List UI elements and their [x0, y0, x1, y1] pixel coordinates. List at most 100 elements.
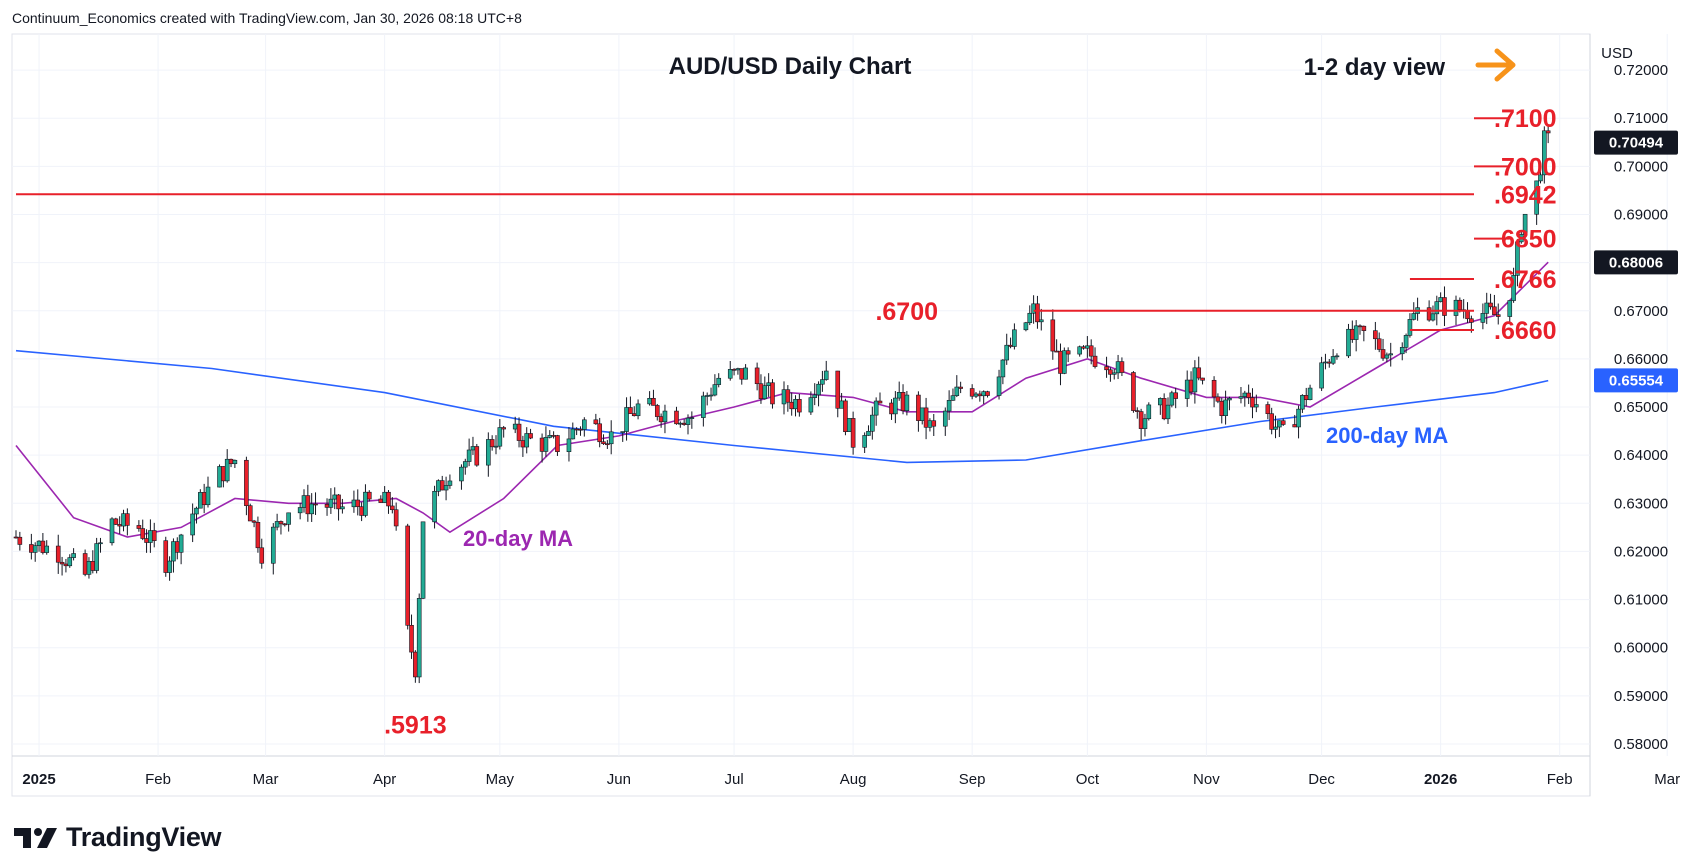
- candle-body: [278, 521, 284, 525]
- candle-body: [1054, 350, 1059, 353]
- candle-body: [1138, 411, 1144, 429]
- candle: [1319, 356, 1324, 391]
- candle-body: [973, 393, 979, 397]
- candle-body: [163, 540, 169, 573]
- candle-body: [382, 491, 387, 503]
- candle: [1058, 343, 1063, 386]
- candle-body: [136, 525, 142, 529]
- candle-body: [704, 395, 710, 397]
- candle: [647, 391, 652, 406]
- candle-body: [117, 524, 122, 527]
- candle: [946, 390, 952, 421]
- candle: [716, 373, 722, 388]
- candle-body: [1511, 275, 1516, 301]
- candle-body: [1495, 314, 1501, 317]
- candle: [366, 490, 372, 502]
- ma200-label: 200-day MA: [1326, 423, 1448, 448]
- candle: [282, 523, 288, 527]
- candle: [151, 522, 157, 548]
- candle: [1296, 405, 1301, 439]
- candle: [1008, 337, 1013, 349]
- candle: [98, 537, 103, 553]
- candle-body: [405, 525, 410, 626]
- candle: [916, 391, 921, 432]
- candle-body: [624, 407, 629, 432]
- candle: [1442, 286, 1447, 327]
- candle: [1142, 413, 1148, 437]
- candle-body: [919, 407, 925, 421]
- candle: [597, 417, 602, 448]
- level-label: .6850: [1494, 226, 1557, 254]
- candle: [178, 533, 184, 565]
- candle-body: [255, 522, 261, 549]
- price-badge-box: [1594, 368, 1678, 393]
- candle: [1480, 303, 1486, 330]
- candle: [789, 392, 794, 416]
- candle-body: [758, 383, 764, 400]
- candle: [90, 550, 96, 574]
- candle: [704, 392, 710, 406]
- candle: [1104, 356, 1109, 378]
- x-tick-label: Dec: [1308, 771, 1335, 788]
- candle: [1000, 359, 1006, 385]
- candle-body: [678, 422, 683, 425]
- candle: [1518, 231, 1524, 244]
- tradingview-logo[interactable]: TradingView: [14, 822, 222, 853]
- candle: [739, 368, 745, 385]
- candle-body: [1484, 302, 1490, 314]
- candle-body: [1534, 180, 1539, 215]
- candle: [351, 490, 357, 513]
- candle: [570, 422, 576, 440]
- currency-label: USD: [1601, 45, 1633, 62]
- candle-body: [140, 528, 146, 539]
- candle-body: [1169, 392, 1175, 406]
- candle-body: [1142, 418, 1148, 429]
- candle-body: [378, 498, 384, 503]
- candle-body: [651, 397, 656, 406]
- candle-body: [996, 376, 1002, 396]
- candle: [413, 650, 418, 683]
- candle: [55, 534, 61, 574]
- y-tick-label: 0.64000: [1614, 447, 1668, 464]
- candle-body: [674, 410, 679, 425]
- candle: [877, 392, 883, 404]
- candle-body: [59, 561, 65, 565]
- candle: [1085, 336, 1090, 358]
- candle: [923, 397, 929, 440]
- candle-body: [17, 536, 23, 545]
- candle-body: [416, 598, 422, 678]
- candle-body: [420, 521, 426, 599]
- candle-body: [635, 403, 641, 417]
- candle-body: [1492, 306, 1497, 315]
- candle-body: [1223, 399, 1228, 416]
- candle-body: [977, 393, 983, 397]
- candle-body: [896, 392, 902, 399]
- candle-body: [1326, 361, 1332, 364]
- x-tick-label: Nov: [1193, 771, 1220, 788]
- candle: [409, 614, 414, 659]
- candle: [896, 381, 902, 401]
- candle: [94, 537, 99, 574]
- candle-body: [29, 544, 34, 553]
- plot-frame: [11, 33, 1591, 797]
- candle-body: [489, 439, 495, 448]
- candles-group: [13, 124, 1551, 684]
- candle: [470, 436, 476, 455]
- candle: [524, 427, 530, 454]
- candle-body: [125, 513, 130, 526]
- candle: [1161, 393, 1167, 421]
- candle: [816, 381, 821, 407]
- candle: [547, 430, 553, 439]
- candle-body: [628, 407, 633, 414]
- candle-body: [144, 538, 149, 543]
- candle: [727, 361, 733, 381]
- candle-body: [501, 427, 506, 430]
- candle: [44, 540, 50, 555]
- candle: [985, 390, 990, 398]
- candle: [1380, 338, 1386, 361]
- candle-body: [355, 499, 361, 508]
- candle: [255, 516, 261, 553]
- candle-body: [1334, 355, 1340, 358]
- candle-body: [1158, 398, 1163, 406]
